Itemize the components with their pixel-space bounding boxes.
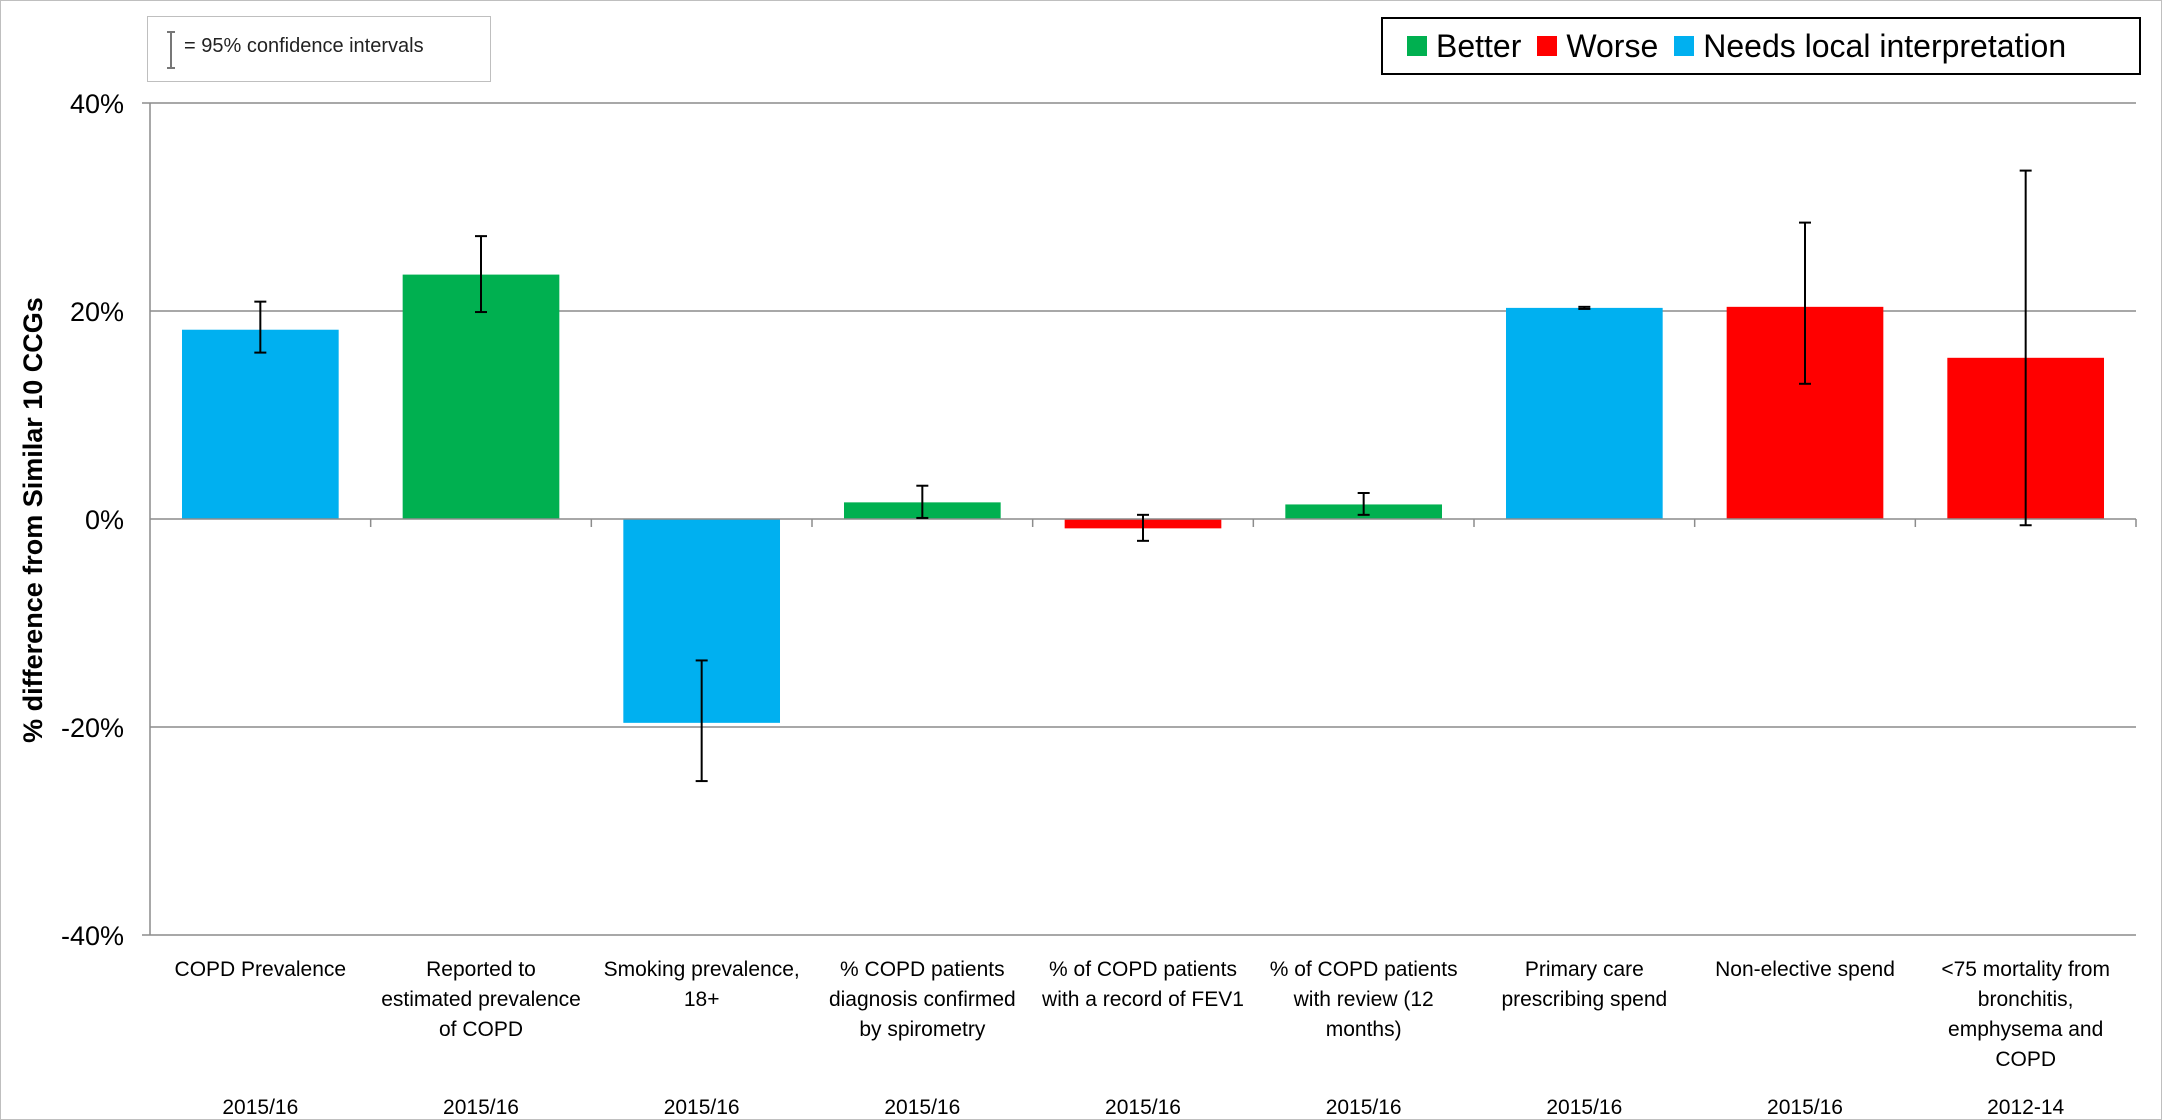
period-label: 2015/16 — [222, 1096, 298, 1119]
period-label: 2012-14 — [1987, 1096, 2064, 1119]
axes — [142, 102, 2137, 936]
bar — [402, 274, 560, 519]
legend-item-better: Better — [1407, 28, 1521, 65]
period-label: 2015/16 — [1767, 1096, 1843, 1119]
legend-swatch-better — [1407, 36, 1427, 56]
y-axis-label: % difference from Similar 10 CCGs — [18, 297, 48, 743]
category-label: Primary care prescribing spend — [1501, 958, 1667, 1011]
ci-note-text: = 95% confidence intervals — [184, 35, 424, 57]
category-label: Smoking prevalence, 18+ — [604, 958, 800, 1011]
category-label: Non-elective spend — [1715, 958, 1895, 981]
legend: Better Worse Needs local interpretation — [1381, 17, 2141, 75]
legend-label-worse: Worse — [1566, 27, 1659, 64]
error-bar-icon — [167, 31, 175, 69]
legend-swatch-worse — [1537, 36, 1558, 56]
legend-label-local: Needs local interpretation — [1703, 27, 2067, 64]
period-label: 2015/16 — [664, 1096, 740, 1119]
category-label: % of COPD patients with a record of FEV1 — [1041, 958, 1244, 1011]
bars — [181, 274, 2105, 723]
category-label: % COPD patients diagnosis confirmed by spi… — [829, 958, 1016, 1041]
legend-item-worse: Worse — [1537, 28, 1658, 65]
y-tick-label: 40% — [70, 89, 124, 119]
period-label: 2015/16 — [884, 1096, 960, 1119]
confidence-interval-note: = 95% confidence intervals — [147, 16, 491, 82]
bar — [1505, 307, 1663, 519]
legend-swatch-local — [1674, 36, 1695, 56]
y-tick-label: -20% — [61, 713, 124, 743]
period-label: 2015/16 — [1105, 1096, 1181, 1119]
y-tick-label: -40% — [61, 921, 124, 951]
legend-item-local: Needs local interpretation — [1674, 28, 2066, 65]
category-label: <75 mortality from bronchitis, emphysema a… — [1941, 958, 2110, 1071]
category-label: COPD Prevalence — [175, 958, 347, 981]
period-label: 2015/16 — [1546, 1096, 1622, 1119]
tick-labels: 40% 20% 0% -20% -40% COPD Prevalence 2015/16 Re… — [61, 89, 2110, 1119]
y-tick-label: 20% — [70, 297, 124, 327]
period-label: 2015/16 — [1326, 1096, 1402, 1119]
category-label: % of COPD patients with review (12 months) — [1270, 958, 1458, 1041]
legend-label-better: Better — [1436, 27, 1522, 64]
period-label: 2015/16 — [443, 1096, 519, 1119]
bar — [181, 329, 339, 519]
y-tick-label: 0% — [85, 505, 124, 535]
category-label: Reported to estimated prevalence of COPD — [381, 958, 581, 1041]
error-bars — [254, 169, 2032, 783]
